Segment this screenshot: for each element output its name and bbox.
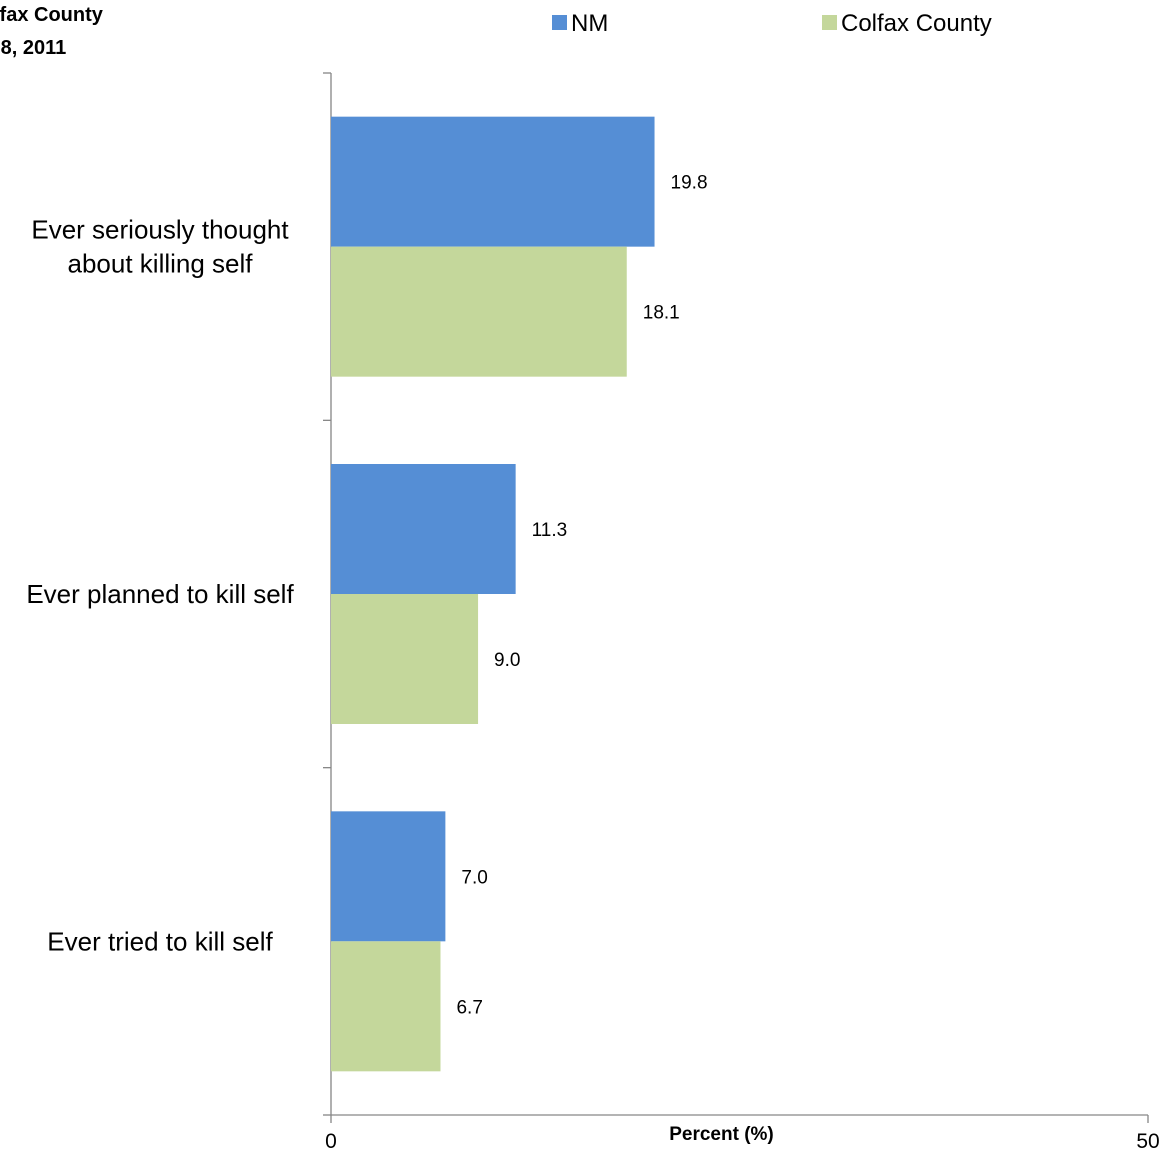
x-tick-label: 0 bbox=[325, 1130, 337, 1153]
chart-title: lfax County -8, 2011 bbox=[0, 4, 104, 59]
data-label: 19.8 bbox=[671, 173, 708, 194]
category-label: about killing self bbox=[68, 249, 254, 279]
data-label: 6.7 bbox=[456, 997, 482, 1018]
category-label: Ever planned to kill self bbox=[26, 579, 294, 609]
bar-colfax-county bbox=[331, 246, 627, 377]
category-label: Ever seriously thought bbox=[31, 215, 289, 245]
legend-swatch bbox=[822, 15, 837, 30]
bars bbox=[331, 116, 655, 1072]
data-label: 7.0 bbox=[461, 867, 487, 888]
bar-nm bbox=[331, 811, 446, 942]
legend-label: Colfax County bbox=[841, 10, 992, 37]
data-label: 9.0 bbox=[494, 650, 520, 671]
legend-swatch bbox=[552, 15, 567, 30]
legend: NM Colfax County bbox=[552, 10, 992, 37]
data-label: 18.1 bbox=[643, 303, 680, 324]
labels: 19.8 18.1 Ever seriously thought about kill… bbox=[26, 173, 707, 1019]
chart-title-line: lfax County bbox=[0, 4, 104, 26]
category-label: Ever tried to kill self bbox=[47, 926, 273, 956]
legend-label: NM bbox=[571, 10, 608, 37]
chart-title-line: -8, 2011 bbox=[0, 37, 66, 59]
bar-nm bbox=[331, 464, 516, 594]
data-label: 11.3 bbox=[532, 520, 568, 541]
bar-nm bbox=[331, 116, 655, 247]
bar-colfax-county bbox=[331, 594, 479, 724]
bar-colfax-county bbox=[331, 941, 441, 1072]
x-tick-label: 50 bbox=[1136, 1130, 1159, 1153]
x-axis-title: Percent (%) bbox=[669, 1124, 774, 1145]
